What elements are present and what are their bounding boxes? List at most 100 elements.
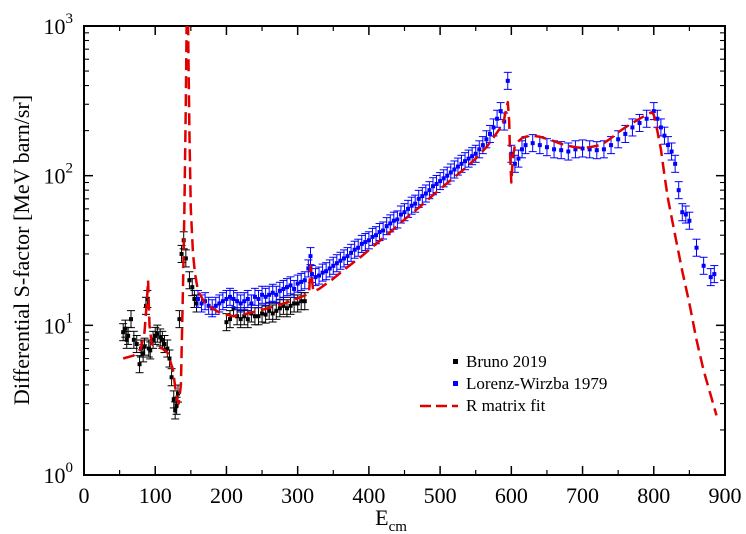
data-point bbox=[566, 149, 571, 154]
legend-label-bruno: Bruno 2019 bbox=[466, 352, 547, 371]
data-point bbox=[288, 283, 293, 288]
data-point bbox=[427, 188, 432, 193]
x-tick-label: 700 bbox=[566, 483, 599, 508]
data-point bbox=[391, 218, 396, 223]
data-point bbox=[520, 147, 525, 152]
legend-item-rmatrix: R matrix fit bbox=[420, 396, 546, 415]
data-point bbox=[183, 256, 188, 261]
data-point bbox=[512, 161, 517, 166]
data-point bbox=[165, 346, 170, 351]
data-point bbox=[153, 333, 158, 338]
data-point bbox=[374, 233, 379, 238]
data-point bbox=[530, 141, 535, 146]
data-point bbox=[238, 317, 243, 322]
x-tick-label: 200 bbox=[210, 483, 243, 508]
data-point bbox=[341, 256, 346, 261]
data-point bbox=[484, 137, 489, 142]
data-point bbox=[463, 159, 468, 164]
data-point bbox=[270, 290, 275, 295]
data-point bbox=[673, 161, 678, 166]
legend-item-lorenz-wirzba: Lorenz-Wirzba 1979 bbox=[453, 374, 607, 393]
data-point bbox=[235, 299, 240, 304]
x-axis-title-subscript: cm bbox=[389, 519, 408, 534]
data-point bbox=[137, 362, 142, 367]
data-point bbox=[242, 314, 247, 319]
legend-label-rmatrix: R matrix fit bbox=[466, 396, 546, 415]
data-point bbox=[630, 125, 635, 130]
data-point bbox=[676, 188, 681, 193]
data-point bbox=[245, 317, 250, 322]
data-point bbox=[402, 210, 407, 215]
data-point bbox=[327, 266, 332, 271]
axis-ticks bbox=[83, 25, 726, 476]
data-point bbox=[623, 131, 628, 136]
data-point bbox=[694, 245, 699, 250]
data-point bbox=[320, 270, 325, 275]
data-point bbox=[487, 131, 492, 136]
data-point bbox=[263, 312, 268, 317]
x-axis-title-main: E bbox=[375, 505, 388, 530]
data-point bbox=[169, 375, 174, 380]
data-point bbox=[644, 116, 649, 121]
data-point bbox=[498, 109, 503, 114]
data-point bbox=[288, 303, 293, 308]
data-point bbox=[662, 133, 667, 138]
data-point bbox=[580, 146, 585, 151]
data-point bbox=[123, 326, 128, 331]
data-point bbox=[270, 311, 275, 316]
data-point bbox=[384, 224, 389, 229]
data-point bbox=[366, 238, 371, 243]
data-point bbox=[409, 203, 414, 208]
x-tick-label: 300 bbox=[281, 483, 314, 508]
data-point bbox=[308, 254, 313, 259]
legend-marker-bruno bbox=[453, 359, 458, 364]
data-point bbox=[224, 296, 229, 301]
data-point bbox=[413, 201, 418, 206]
data-point bbox=[151, 337, 156, 342]
legend-marker-lorenz-wirzba bbox=[453, 381, 458, 386]
x-tick-label: 500 bbox=[424, 483, 457, 508]
data-point bbox=[669, 149, 674, 154]
data-point bbox=[455, 164, 460, 169]
data-point bbox=[406, 206, 411, 211]
data-point bbox=[174, 403, 179, 408]
data-point bbox=[466, 156, 471, 161]
data-point bbox=[302, 278, 307, 283]
data-point bbox=[284, 285, 289, 290]
data-point bbox=[129, 317, 134, 322]
series-0 bbox=[119, 231, 309, 420]
legend-label-lorenz-wirzba: Lorenz-Wirzba 1979 bbox=[466, 374, 607, 393]
data-point bbox=[601, 147, 606, 152]
data-point bbox=[359, 241, 364, 246]
x-tick-label: 600 bbox=[495, 483, 528, 508]
data-point bbox=[480, 143, 485, 148]
data-point bbox=[459, 161, 464, 166]
data-point bbox=[587, 147, 592, 152]
data-point bbox=[712, 272, 717, 277]
data-point bbox=[666, 143, 671, 148]
data-point bbox=[552, 147, 557, 152]
data-point bbox=[199, 301, 204, 306]
data-point bbox=[231, 296, 236, 301]
rmatrix-fit-curve bbox=[122, 26, 718, 416]
data-point bbox=[176, 391, 181, 396]
data-point bbox=[651, 109, 656, 114]
x-tick-label: 800 bbox=[637, 483, 670, 508]
series-layer bbox=[119, 26, 719, 420]
data-point bbox=[277, 306, 282, 311]
data-point bbox=[398, 212, 403, 217]
y-axis-title: Differential S-factor [MeV barn/sr] bbox=[9, 95, 34, 405]
data-point bbox=[302, 299, 307, 304]
data-point bbox=[505, 78, 510, 83]
data-point bbox=[349, 250, 354, 255]
data-point bbox=[609, 143, 614, 148]
data-point bbox=[124, 337, 129, 342]
data-point bbox=[177, 317, 182, 322]
data-point bbox=[260, 292, 265, 297]
y-tick-labels: 100 101 102 103 bbox=[44, 11, 74, 488]
data-point bbox=[167, 356, 172, 361]
data-point bbox=[245, 296, 250, 301]
data-point bbox=[334, 261, 339, 266]
data-point bbox=[448, 170, 453, 175]
y-tick-label: 101 bbox=[44, 310, 74, 338]
